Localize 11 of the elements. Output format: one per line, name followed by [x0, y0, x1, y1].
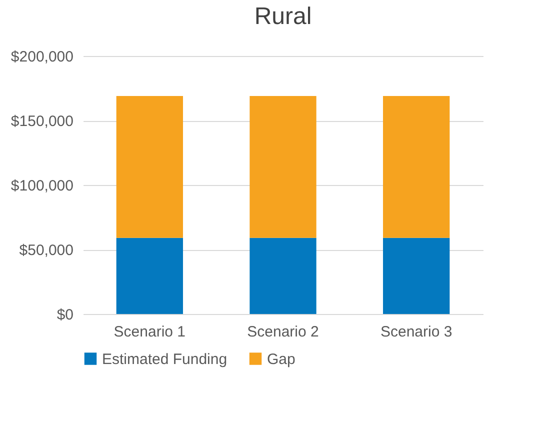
x-tick-label: Scenario 3 [380, 324, 452, 340]
y-tick-label: $150,000 [10, 113, 74, 130]
y-tick-label: $200,000 [10, 48, 74, 66]
x-tick-label: Scenario 2 [247, 324, 319, 340]
x-tick-label: Scenario 1 [114, 324, 186, 340]
y-tick-label: $0 [56, 306, 74, 324]
legend-label: Gap [267, 350, 296, 368]
y-tick-label: $100,000 [10, 178, 74, 194]
chart-title: Rural [254, 3, 312, 30]
legend-label: Estimated Funding [102, 350, 228, 368]
y-tick-label: $50,000 [19, 242, 74, 259]
